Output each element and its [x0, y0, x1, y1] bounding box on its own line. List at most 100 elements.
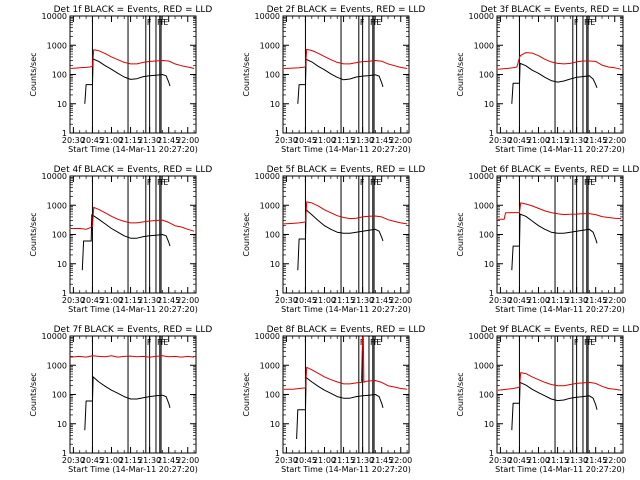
- event-flag-label: F: [360, 18, 365, 27]
- y-tick-label: 10: [484, 260, 494, 269]
- y-tick-label: 1000: [260, 41, 280, 50]
- lld-series-line: [70, 206, 195, 232]
- panel-title: Det 2f BLACK = Events, RED = LLD: [267, 5, 426, 15]
- event-flag-label: F: [161, 18, 166, 27]
- lld-series-line: [283, 48, 408, 69]
- panel-4: Det 4f BLACK = Events, RED = LLD 1 10 100 10…: [29, 165, 212, 314]
- x-tick-label: 22:00: [389, 136, 412, 145]
- x-tick-label: 21:45: [157, 456, 180, 465]
- event-flag-label: E: [590, 18, 595, 27]
- x-tick-label: 20:45: [508, 456, 531, 465]
- event-flag-label: F: [157, 338, 162, 347]
- panel-title: Det 6f BLACK = Events, RED = LLD: [481, 165, 640, 175]
- x-axis-label: Start Time (14-Mar-11 20:27:20): [68, 305, 198, 314]
- panel-title: Det 3f BLACK = Events, RED = LLD: [481, 5, 640, 15]
- y-tick-label: 100: [52, 71, 67, 80]
- y-tick-label: 1000: [474, 201, 494, 210]
- y-axis-label: Counts/sec: [456, 372, 465, 416]
- x-tick-label: 21:00: [527, 296, 550, 305]
- y-tick-label: 10: [484, 420, 494, 429]
- y-tick-label: 100: [52, 231, 67, 240]
- x-tick-label: 20:45: [294, 296, 317, 305]
- y-tick-label: 10: [270, 420, 280, 429]
- x-tick-label: 20:30: [62, 456, 85, 465]
- event-flag-label: F: [584, 338, 589, 347]
- event-flag-label: F: [157, 178, 162, 187]
- lld-series-line: [283, 336, 408, 390]
- y-tick-label: 10000: [469, 172, 494, 181]
- y-axis-label: Counts/sec: [242, 52, 251, 96]
- panel-1: Det 1f BLACK = Events, RED = LLD 1 10 100 10…: [29, 5, 212, 154]
- x-tick-label: 21:15: [119, 136, 142, 145]
- y-tick-label: 10000: [42, 172, 67, 181]
- x-tick-label: 20:45: [508, 136, 531, 145]
- panel-title: Det 9f BLACK = Events, RED = LLD: [481, 325, 640, 335]
- x-tick-label: 20:45: [294, 456, 317, 465]
- plot-frame: [282, 335, 410, 454]
- event-flag-label: F: [374, 178, 379, 187]
- event-flag-label: E: [376, 178, 381, 187]
- y-tick-label: 10000: [255, 172, 280, 181]
- y-tick-label: 10: [270, 260, 280, 269]
- events-series-line: [297, 58, 384, 104]
- x-tick-label: 21:15: [546, 136, 569, 145]
- lld-series-line: [70, 49, 195, 69]
- x-tick-label: 21:45: [584, 456, 607, 465]
- x-tick-label: 20:30: [275, 456, 298, 465]
- y-tick-label: 1: [489, 449, 494, 458]
- y-tick-label: 100: [265, 391, 280, 400]
- panel-3: Det 3f BLACK = Events, RED = LLD 1 10 100 10…: [456, 5, 639, 154]
- event-flag-label: E: [376, 338, 381, 347]
- event-flag-label: F: [161, 338, 166, 347]
- x-tick-label: 20:45: [81, 136, 104, 145]
- y-axis-label: Counts/sec: [242, 212, 251, 256]
- plot-frame: [282, 175, 410, 294]
- events-series-line: [296, 377, 384, 440]
- event-flag-label: F: [157, 18, 162, 27]
- x-tick-label: 20:45: [294, 136, 317, 145]
- y-tick-label: 10: [57, 100, 67, 109]
- x-tick-label: 22:00: [176, 456, 199, 465]
- x-tick-label: 20:45: [81, 456, 104, 465]
- x-tick-label: 21:45: [370, 296, 393, 305]
- lld-series-line: [283, 201, 408, 225]
- events-series-line: [81, 214, 171, 271]
- x-tick-label: 22:00: [389, 456, 412, 465]
- x-tick-label: 20:30: [62, 136, 85, 145]
- x-axis-label: Start Time (14-Mar-11 20:27:20): [281, 145, 411, 154]
- x-tick-label: 20:30: [489, 136, 512, 145]
- y-tick-label: 10: [57, 260, 67, 269]
- x-tick-label: 20:30: [62, 296, 85, 305]
- x-tick-label: 22:00: [176, 296, 199, 305]
- events-series-line: [511, 213, 598, 271]
- x-tick-label: 21:30: [138, 456, 161, 465]
- x-axis-label: Start Time (14-Mar-11 20:27:20): [281, 465, 411, 474]
- plot-frame: [496, 175, 624, 294]
- lld-series-line: [497, 372, 622, 391]
- plot-frame: [69, 15, 197, 134]
- panel-6: Det 6f BLACK = Events, RED = LLD 1 10 100 10…: [456, 165, 639, 314]
- event-flag-label: E: [163, 18, 168, 27]
- x-tick-label: 20:30: [275, 296, 298, 305]
- event-flag-label: E: [376, 18, 381, 27]
- panel-2: Det 2f BLACK = Events, RED = LLD 1 10 100 10…: [242, 5, 425, 154]
- y-axis-label: Counts/sec: [29, 372, 38, 416]
- x-tick-label: 21:15: [546, 296, 569, 305]
- y-tick-label: 1: [489, 289, 494, 298]
- x-tick-label: 21:30: [565, 136, 588, 145]
- x-tick-label: 20:30: [489, 296, 512, 305]
- plot-frame: [69, 175, 197, 294]
- x-tick-label: 21:30: [565, 296, 588, 305]
- event-flag-label: F: [588, 18, 593, 27]
- y-tick-label: 10: [484, 100, 494, 109]
- event-flag-label: E: [590, 178, 595, 187]
- events-series-line: [511, 62, 598, 104]
- panel-title: Det 4f BLACK = Events, RED = LLD: [54, 165, 213, 175]
- y-tick-label: 1: [275, 449, 280, 458]
- y-tick-label: 1000: [47, 41, 67, 50]
- x-tick-label: 20:30: [489, 456, 512, 465]
- event-flag-label: F: [370, 338, 375, 347]
- y-tick-label: 10000: [42, 12, 67, 21]
- x-tick-label: 21:00: [527, 136, 550, 145]
- plot-frame: [69, 335, 197, 454]
